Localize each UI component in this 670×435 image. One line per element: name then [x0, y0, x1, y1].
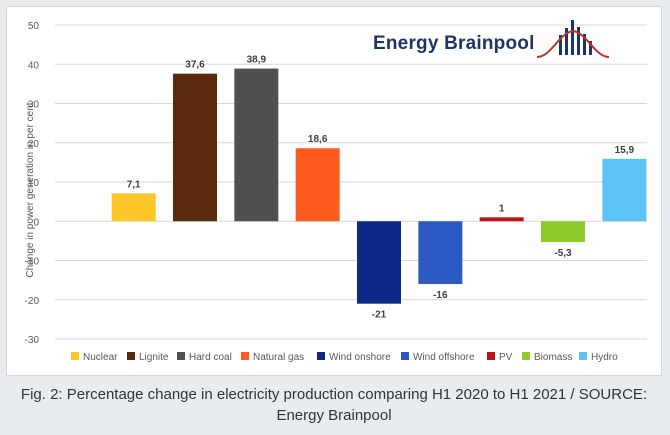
data-label: 7,1 — [127, 179, 141, 190]
legend-swatch — [487, 352, 495, 360]
y-tick-label: 30 — [28, 100, 40, 111]
data-label: 37,6 — [185, 60, 205, 71]
chart-frame: 50 40 30 20 10 0 -10 -20 -30 Change in power gene… — [6, 6, 662, 376]
bar — [541, 221, 585, 243]
legend-swatch — [177, 352, 185, 360]
bar — [357, 221, 401, 304]
bar — [602, 158, 647, 222]
legend-label: Wind offshore — [413, 352, 475, 363]
y-tick-label: 50 — [28, 21, 40, 32]
legend-swatch — [317, 352, 325, 360]
bar — [234, 68, 279, 222]
y-tick-label: 40 — [28, 60, 40, 71]
legend-label: Natural gas — [253, 352, 304, 363]
data-label: -16 — [433, 290, 448, 301]
legend-label: Wind onshore — [329, 352, 391, 363]
energy-brainpool-logo: Energy Brainpool — [367, 19, 617, 61]
legend-swatch — [71, 352, 79, 360]
bar — [418, 221, 463, 285]
legend-label: Hydro — [591, 352, 618, 363]
data-label: 15,9 — [615, 145, 635, 156]
bar-chart: 50 40 30 20 10 0 -10 -20 -30 Change in power gene… — [25, 21, 647, 363]
legend-label: Lignite — [139, 352, 169, 363]
data-label: 1 — [499, 203, 505, 214]
legend-swatch — [522, 352, 530, 360]
y-axis-label: Change in power generation in per cent — [25, 102, 36, 277]
data-label: -5,3 — [554, 248, 572, 259]
legend-swatch — [579, 352, 587, 360]
logo-text: Energy Brainpool — [373, 33, 535, 54]
brainpool-logo-icon — [536, 20, 610, 58]
bar — [173, 73, 217, 222]
data-label: -21 — [372, 310, 387, 321]
y-tick-label: 10 — [28, 178, 40, 189]
legend-label: Biomass — [534, 352, 572, 363]
legend-swatch — [127, 352, 135, 360]
data-label: 38,9 — [247, 55, 267, 66]
y-tick-label: 20 — [28, 139, 40, 150]
figure-caption: Fig. 2: Percentage change in electricity… — [20, 386, 648, 424]
legend-label: Hard coal — [189, 352, 232, 363]
bar — [479, 217, 524, 222]
legend-label: PV — [499, 352, 513, 363]
legend-label: Nuclear — [83, 352, 118, 363]
legend-swatch — [401, 352, 409, 360]
data-label: 18,6 — [308, 134, 328, 145]
y-tick-label: -30 — [25, 335, 40, 346]
y-tick-label: -20 — [25, 296, 40, 307]
bar — [111, 193, 156, 222]
y-tick-label: 0 — [33, 217, 39, 228]
legend-swatch — [241, 352, 249, 360]
bar — [295, 148, 340, 222]
y-tick-label: -10 — [25, 257, 40, 268]
